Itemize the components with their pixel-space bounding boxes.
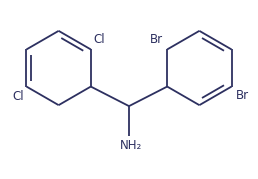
- Text: Br: Br: [236, 89, 248, 101]
- Text: Cl: Cl: [12, 90, 23, 103]
- Text: NH₂: NH₂: [120, 139, 142, 152]
- Text: Cl: Cl: [94, 33, 105, 45]
- Text: Br: Br: [150, 33, 163, 45]
